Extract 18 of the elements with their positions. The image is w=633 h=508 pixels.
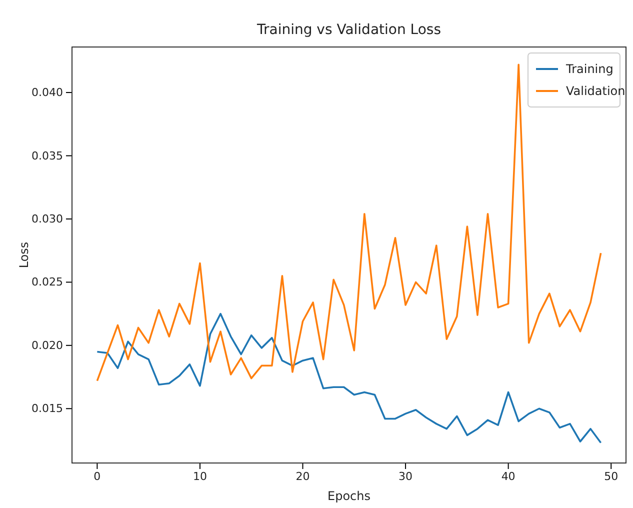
y-axis-title: Loss <box>17 242 31 268</box>
line-series <box>96 312 602 444</box>
legend-label: Validation <box>566 84 626 98</box>
x-tick-label: 30 <box>398 470 413 483</box>
legend-label: Training <box>565 62 614 76</box>
chart-title: Training vs Validation Loss <box>256 22 442 38</box>
y-tick-label: 0.040 <box>32 86 63 100</box>
y-tick-label: 0.020 <box>32 338 63 352</box>
x-tick-label: 50 <box>604 470 618 483</box>
x-axis-title: Epochs <box>328 489 370 503</box>
x-tick-label: 0 <box>94 470 101 483</box>
y-tick-label: 0.015 <box>32 402 63 416</box>
x-tick-label: 10 <box>192 470 207 483</box>
x-tick-label: 20 <box>296 470 310 483</box>
y-tick-label: 0.030 <box>32 212 63 226</box>
y-tick-label: 0.035 <box>32 149 63 162</box>
y-tick-label: 0.025 <box>32 276 63 289</box>
x-tick-label: 40 <box>501 470 516 483</box>
